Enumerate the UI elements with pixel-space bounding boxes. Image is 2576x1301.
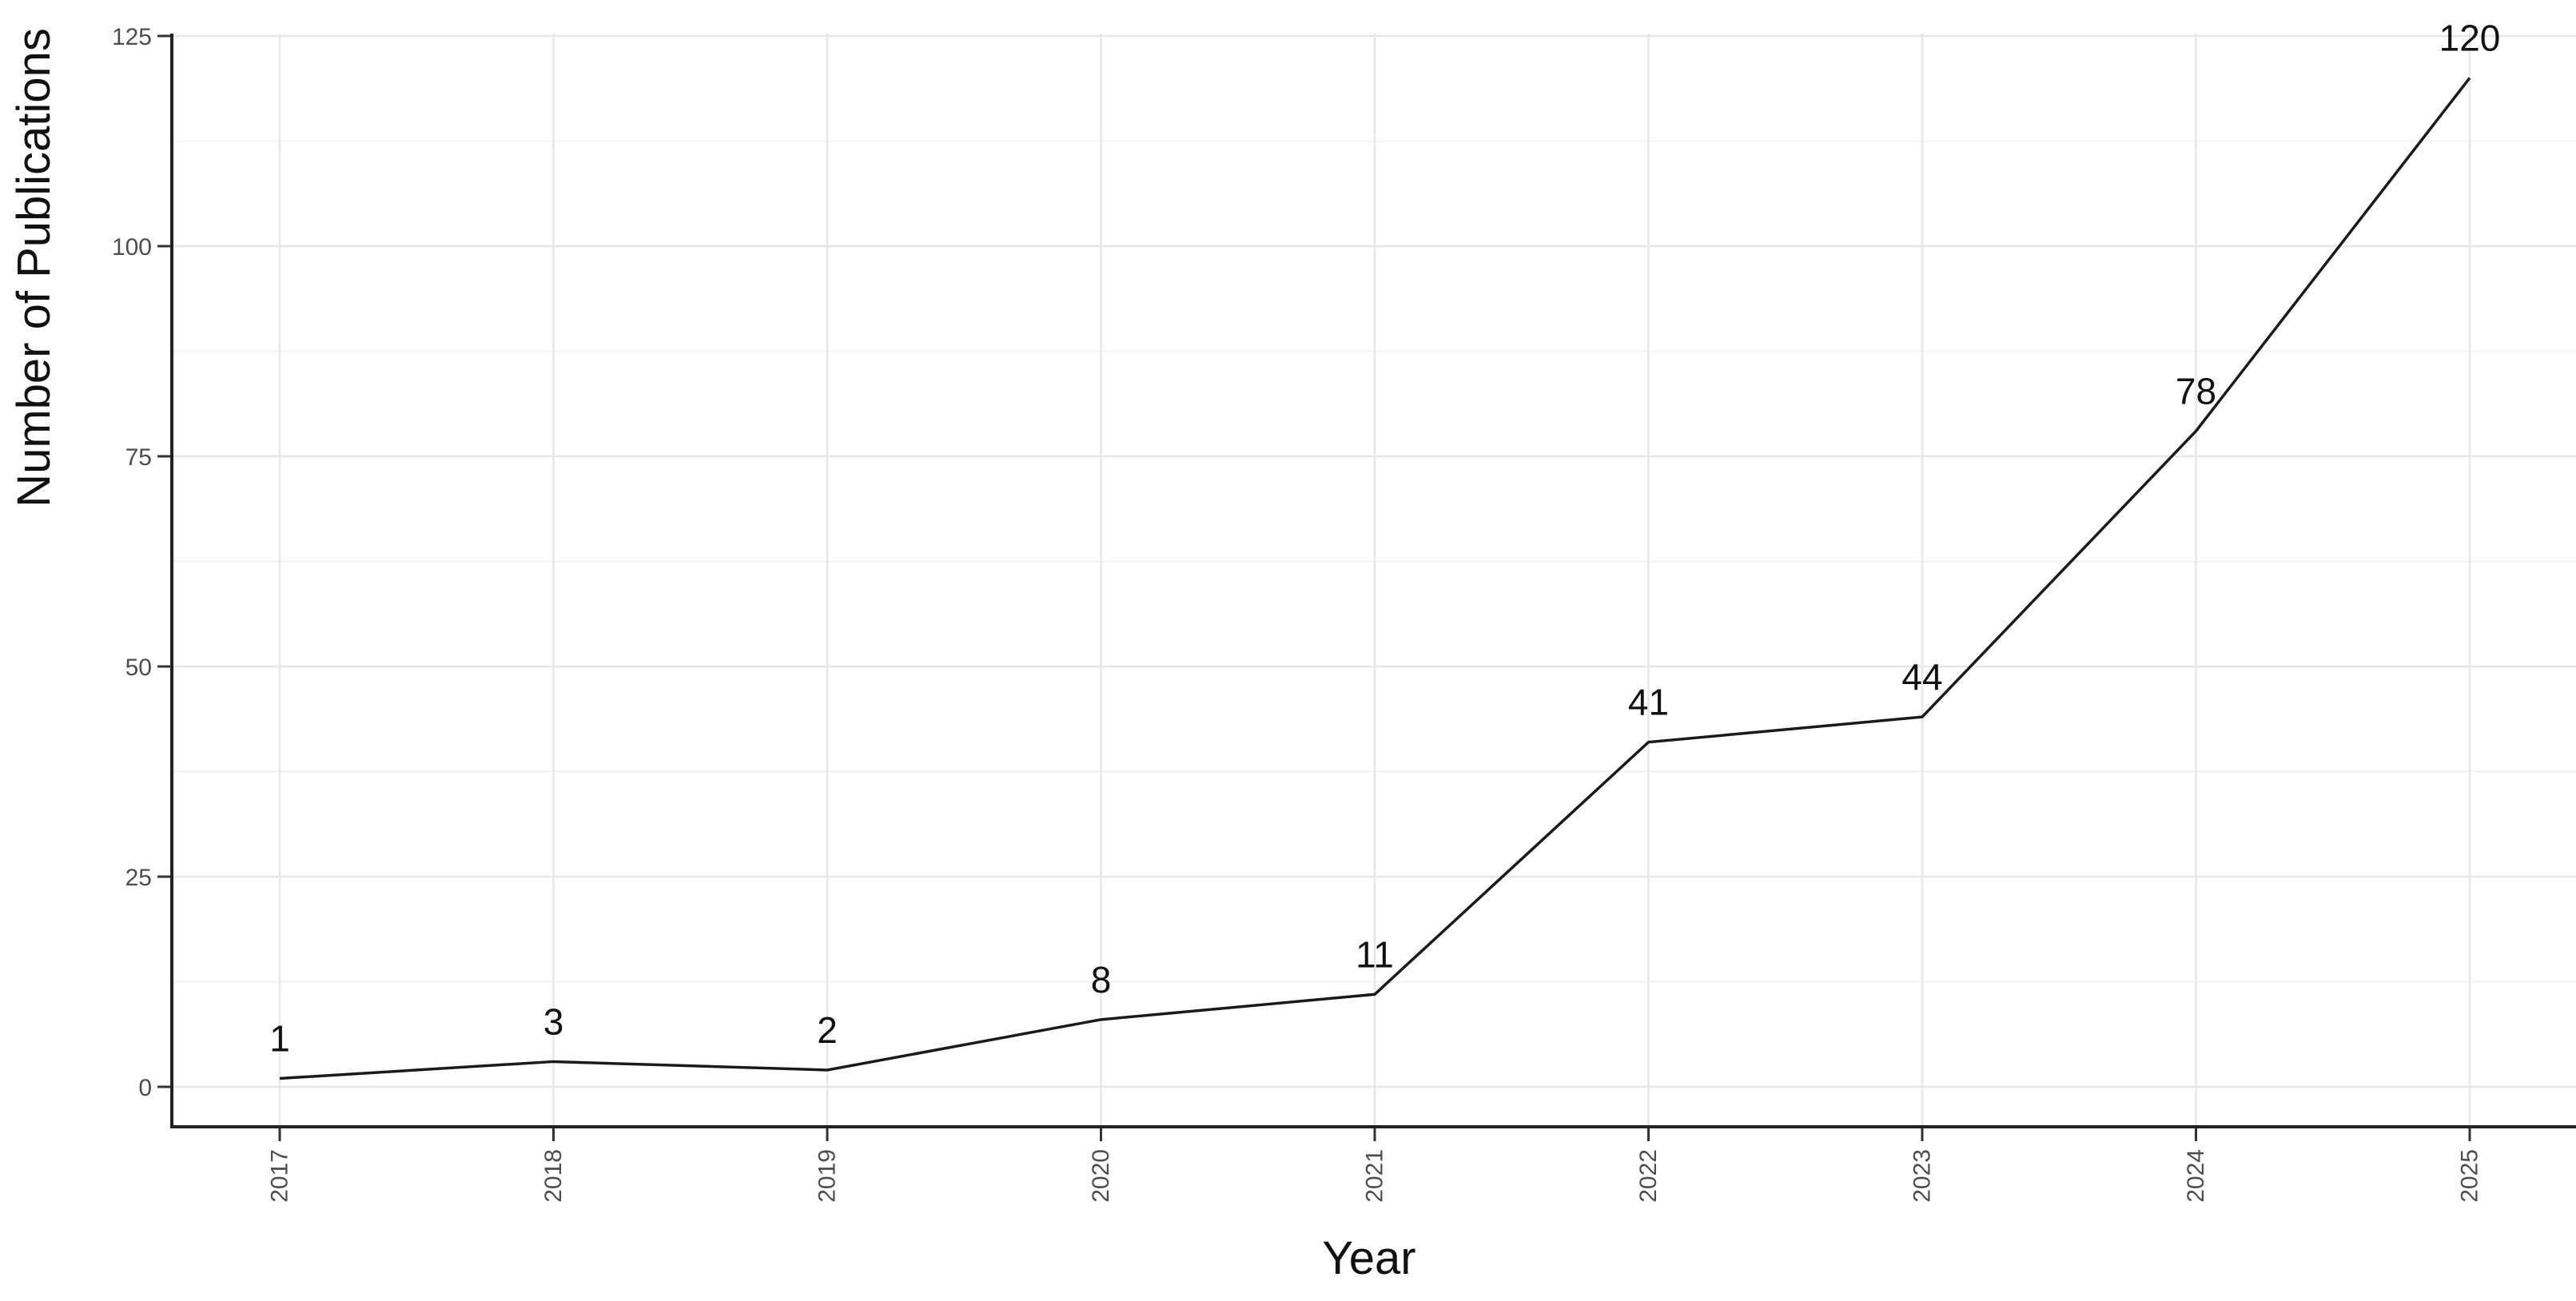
axis-ticks <box>157 34 2471 1141</box>
y-tick-label: 100 <box>112 234 152 261</box>
publications-line <box>279 77 2471 1080</box>
x-tick-label: 2024 <box>2183 1149 2209 1203</box>
x-tick-label: 2019 <box>814 1149 841 1203</box>
data-point-label: 44 <box>1901 656 1942 698</box>
series-line-layer <box>279 77 2471 1080</box>
y-tick-label: 125 <box>112 24 152 50</box>
axis-tick-labels: 0 25 50 75 100 125 2017 2018 2019 2020 2021 2022 202… <box>112 24 2483 1203</box>
data-point-label: 78 <box>2176 370 2216 412</box>
x-tick-label: 2018 <box>540 1149 567 1203</box>
y-tick-label: 0 <box>138 1075 152 1101</box>
x-tick-label: 2017 <box>267 1149 293 1203</box>
x-tick-label: 2021 <box>1362 1149 1388 1203</box>
gridlines-major <box>172 34 2576 1127</box>
x-axis-title: Year <box>1322 1232 1415 1284</box>
y-tick-label: 50 <box>125 654 152 681</box>
data-point-label: 41 <box>1628 682 1669 723</box>
y-tick-label: 25 <box>125 865 152 891</box>
data-point-label: 2 <box>817 1009 838 1051</box>
data-point-label: 8 <box>1091 959 1112 1001</box>
data-point-label: 11 <box>1356 933 1394 975</box>
x-tick-label: 2022 <box>1635 1149 1662 1203</box>
data-point-label: 120 <box>2439 18 2501 59</box>
x-tick-label: 2023 <box>1909 1149 1936 1203</box>
y-axis-title: Number of Publications <box>8 28 60 507</box>
y-tick-label: 75 <box>125 444 152 471</box>
data-point-label: 3 <box>543 1001 564 1042</box>
x-tick-label: 2025 <box>2457 1149 2483 1203</box>
data-point-labels: 1 3 2 8 11 41 44 78 120 <box>269 18 2500 1060</box>
x-tick-label: 2020 <box>1088 1149 1114 1203</box>
data-point-label: 1 <box>269 1017 290 1059</box>
